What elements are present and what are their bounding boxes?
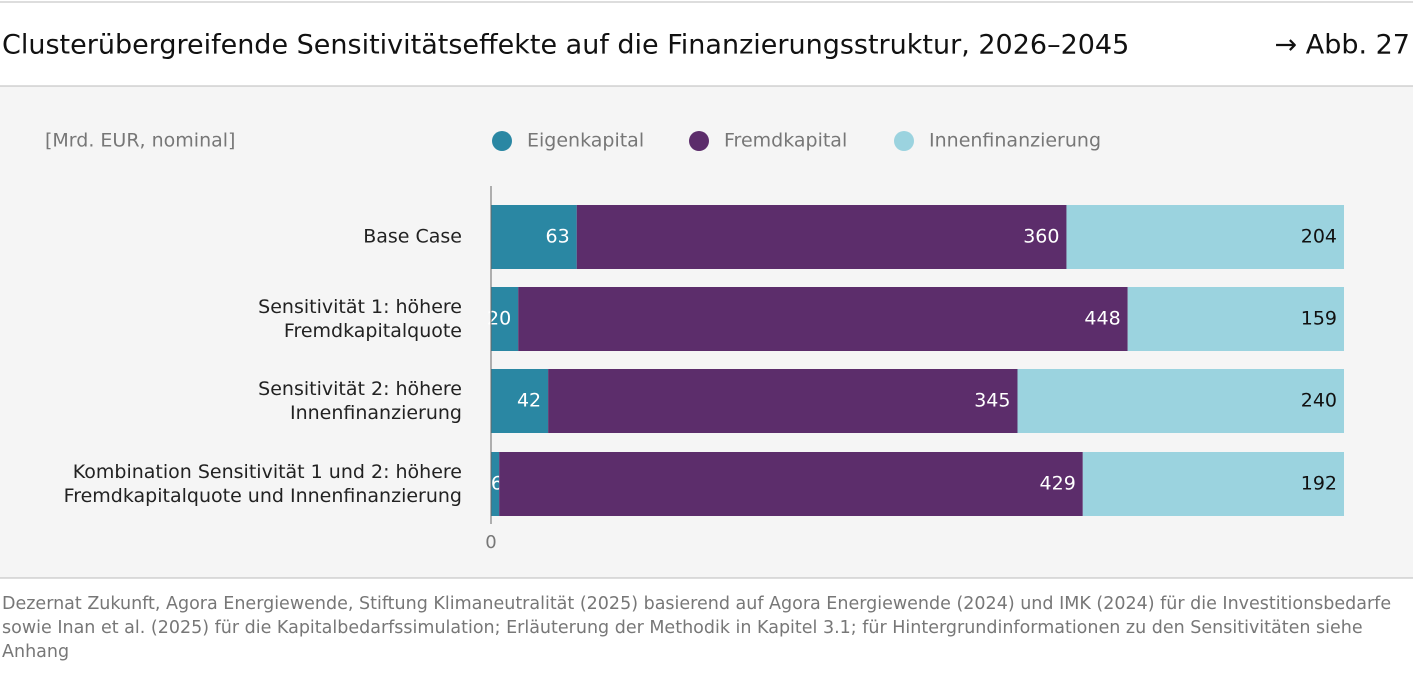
bar-segment [1017, 369, 1344, 433]
value-label: 159 [1301, 308, 1337, 330]
value-label: 42 [517, 390, 541, 412]
value-label: 448 [1084, 308, 1120, 330]
legend-swatch [894, 131, 914, 151]
bar-segment [491, 287, 519, 351]
legend-swatch [492, 131, 512, 151]
value-label: 20 [487, 308, 511, 330]
bar-segment [491, 369, 549, 433]
legend-label: Fremdkapital [724, 130, 847, 152]
source: Dezernat Zukunft, Agora Energiewende, St… [2, 594, 1392, 662]
bar-segment [1082, 452, 1344, 516]
bar-segment [1066, 205, 1344, 269]
value-label: 360 [1023, 226, 1059, 248]
bar-segment [491, 452, 500, 516]
bar-segment [491, 205, 577, 269]
bar-segment [1127, 287, 1344, 351]
bar-segment [499, 452, 1083, 516]
chart: Clusterübergreifende Sensitivitätseffekt… [0, 1, 1413, 579]
value-label: 429 [1040, 473, 1076, 495]
value-label: 63 [546, 226, 570, 248]
value-label: 345 [974, 390, 1010, 412]
y-tick-label: Sensitivität 1: höhere Fremdkapitalquote [258, 296, 462, 342]
chart-title: Clusterübergreifende Sensitivitätseffekt… [2, 30, 1129, 61]
figure-ref: → Abb. 27 [1275, 30, 1410, 61]
y-tick-label: Base Case [363, 226, 462, 248]
legend-label: Eigenkapital [527, 130, 644, 152]
value-label: 192 [1301, 473, 1337, 495]
bar-segment [576, 205, 1067, 269]
bar-segment [518, 287, 1128, 351]
value-label: 240 [1301, 390, 1337, 412]
value-label: 204 [1301, 226, 1337, 248]
bar-segment [548, 369, 1018, 433]
legend-swatch [689, 131, 709, 151]
y-tick-label: Kombination Sensitivität 1 und 2: höhere… [64, 461, 462, 507]
x-tick-label: 0 [485, 532, 496, 553]
y-tick-label: Sensitivität 2: höhere Innenfinanzierung [258, 378, 462, 424]
unit-label: [Mrd. EUR, nominal] [45, 130, 235, 152]
legend-label: Innenfinanzierung [929, 130, 1101, 152]
